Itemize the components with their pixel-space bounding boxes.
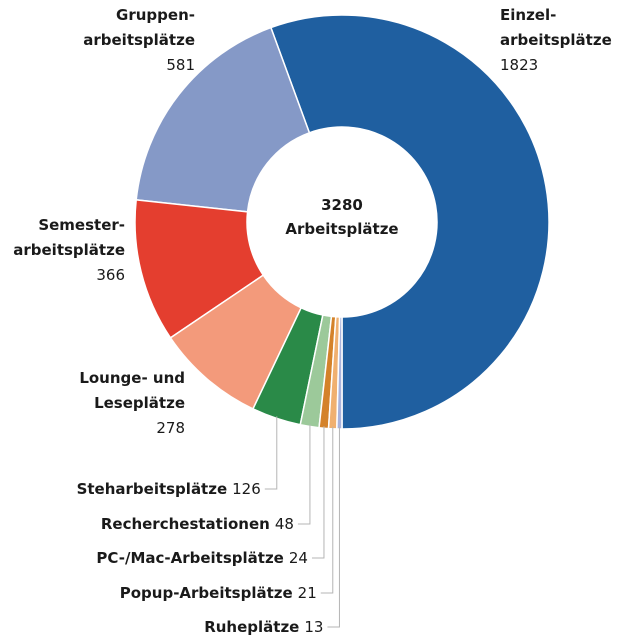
leader-line (264, 416, 278, 490)
slice-label: Steharbeitsplätze (77, 480, 228, 498)
slice-value: 24 (289, 549, 308, 567)
slices (134, 14, 550, 430)
center-total: 3280 (321, 196, 363, 214)
slice-value: 13 (304, 618, 323, 636)
slice-value: 48 (275, 515, 294, 533)
slice-value: 1823 (500, 56, 538, 74)
leader-line (297, 424, 311, 525)
slice-label: Ruheplätze (204, 618, 299, 636)
slice-label: Gruppen-arbeitsplätze (83, 6, 195, 49)
slice-value: 126 (232, 480, 261, 498)
slice-label: PC-/Mac-Arbeitsplätze (96, 549, 283, 567)
slice-label: Semester-arbeitsplätze (13, 216, 125, 259)
slice-value: 366 (96, 266, 125, 284)
slice-value: 278 (156, 419, 185, 437)
slice-label: Lounge- und Leseplätze (79, 369, 185, 412)
center-label: Arbeitsplätze (285, 220, 398, 238)
slice (336, 316, 343, 430)
slice-value: 581 (166, 56, 195, 74)
slice-label: Popup-Arbeitsplätze (120, 584, 293, 602)
slice-value: 21 (298, 584, 317, 602)
slice (135, 26, 311, 213)
slice-label: Recherchestationen (101, 515, 270, 533)
leader-line (327, 426, 340, 628)
slice (269, 14, 550, 430)
leader-line (311, 426, 325, 559)
leader-line (320, 426, 334, 594)
slice-label: Einzel-arbeitsplätze (500, 6, 612, 49)
